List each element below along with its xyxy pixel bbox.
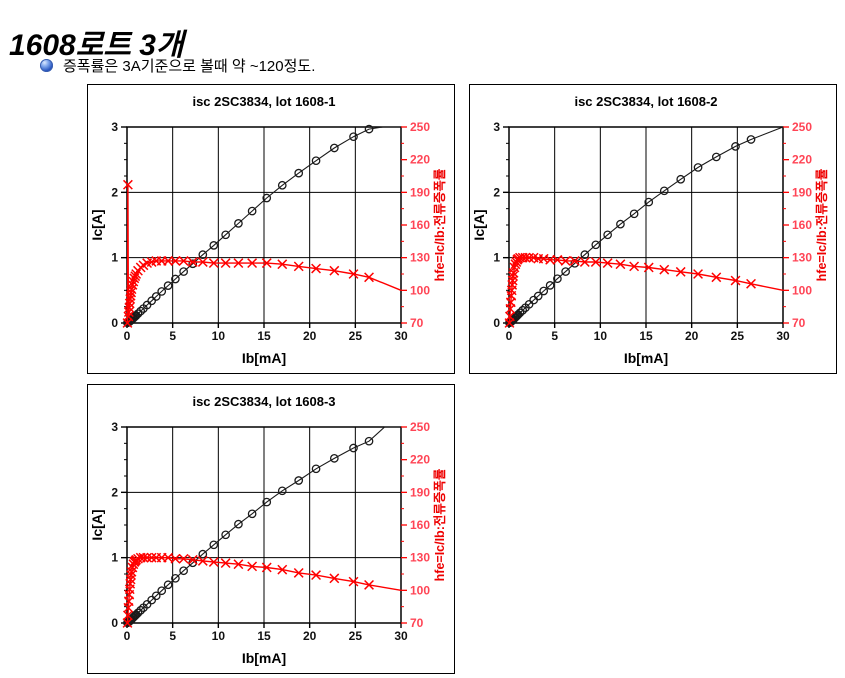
svg-text:160: 160 <box>410 218 430 232</box>
chart-panel-lot-1608-2: 0 1 2 3 0 5 10 15 20 25 30 70 100 130 160 190 220 250 isc … <box>469 84 837 374</box>
svg-text:2: 2 <box>111 185 118 199</box>
svg-text:15: 15 <box>257 329 271 343</box>
svg-text:5: 5 <box>169 629 176 643</box>
svg-text:130: 130 <box>792 251 812 265</box>
svg-text:220: 220 <box>410 153 430 167</box>
svg-text:220: 220 <box>792 153 812 167</box>
svg-text:20: 20 <box>303 629 317 643</box>
svg-text:25: 25 <box>349 629 363 643</box>
page-title: 1608로트 3개 <box>9 29 184 63</box>
svg-text:70: 70 <box>410 616 424 630</box>
svg-text:190: 190 <box>410 485 430 499</box>
svg-text:2: 2 <box>493 185 500 199</box>
svg-text:0: 0 <box>506 329 513 343</box>
svg-text:1: 1 <box>111 251 118 265</box>
svg-text:3: 3 <box>111 420 118 434</box>
svg-text:100: 100 <box>792 283 812 297</box>
svg-text:130: 130 <box>410 551 430 565</box>
svg-text:10: 10 <box>594 329 608 343</box>
chart-panel-lot-1608-3: 0 1 2 3 0 5 10 15 20 25 30 70 100 130 160 190 220 250 isc … <box>87 384 455 674</box>
svg-text:Ic[A]: Ic[A] <box>89 209 105 240</box>
svg-text:25: 25 <box>731 329 745 343</box>
bullet-text: 증폭률은 3A기준으로 볼때 약 ~120정도. <box>63 58 316 75</box>
svg-text:3: 3 <box>111 120 118 134</box>
svg-text:15: 15 <box>257 629 271 643</box>
svg-text:100: 100 <box>410 283 430 297</box>
svg-text:5: 5 <box>169 329 176 343</box>
svg-text:190: 190 <box>410 185 430 199</box>
svg-text:250: 250 <box>410 120 430 134</box>
svg-text:isc 2SC3834, lot 1608-2: isc 2SC3834, lot 1608-2 <box>574 94 717 109</box>
svg-text:hfe=Ic/Ib:전류증폭률: hfe=Ic/Ib:전류증폭률 <box>432 468 447 581</box>
svg-text:2: 2 <box>111 485 118 499</box>
sphere-bullet-icon <box>40 59 53 72</box>
svg-text:30: 30 <box>776 329 790 343</box>
svg-text:0: 0 <box>111 316 118 330</box>
bullet-row: 증폭률은 3A기준으로 볼때 약 ~120정도. <box>40 55 315 76</box>
svg-text:0: 0 <box>124 629 131 643</box>
svg-text:isc 2SC3834, lot 1608-3: isc 2SC3834, lot 1608-3 <box>192 394 335 409</box>
svg-text:15: 15 <box>639 329 653 343</box>
svg-text:70: 70 <box>792 316 806 330</box>
svg-text:0: 0 <box>111 616 118 630</box>
svg-text:250: 250 <box>410 420 430 434</box>
svg-text:isc 2SC3834, lot 1608-1: isc 2SC3834, lot 1608-1 <box>192 94 335 109</box>
svg-text:70: 70 <box>410 316 424 330</box>
chart-panel-lot-1608-1: 0 1 2 3 0 5 10 15 20 25 30 70 100 130 160 190 220 250 isc … <box>87 84 455 374</box>
svg-text:3: 3 <box>493 120 500 134</box>
svg-text:Ic[A]: Ic[A] <box>471 209 487 240</box>
svg-text:20: 20 <box>303 329 317 343</box>
svg-text:0: 0 <box>124 329 131 343</box>
svg-text:160: 160 <box>792 218 812 232</box>
svg-text:30: 30 <box>394 329 408 343</box>
svg-text:10: 10 <box>212 629 226 643</box>
svg-text:130: 130 <box>410 251 430 265</box>
svg-text:250: 250 <box>792 120 812 134</box>
svg-text:10: 10 <box>212 329 226 343</box>
svg-text:20: 20 <box>685 329 699 343</box>
svg-text:220: 220 <box>410 453 430 467</box>
svg-text:1: 1 <box>493 251 500 265</box>
svg-text:160: 160 <box>410 518 430 532</box>
svg-text:Ib[mA]: Ib[mA] <box>242 650 286 666</box>
svg-text:1: 1 <box>111 551 118 565</box>
svg-text:Ib[mA]: Ib[mA] <box>624 350 668 366</box>
svg-text:190: 190 <box>792 185 812 199</box>
svg-text:100: 100 <box>410 583 430 597</box>
svg-text:Ic[A]: Ic[A] <box>89 509 105 540</box>
svg-text:Ib[mA]: Ib[mA] <box>242 350 286 366</box>
svg-text:hfe=Ic/Ib:전류증폭률: hfe=Ic/Ib:전류증폭률 <box>432 168 447 281</box>
svg-text:25: 25 <box>349 329 363 343</box>
svg-text:30: 30 <box>394 629 408 643</box>
svg-text:5: 5 <box>551 329 558 343</box>
svg-text:hfe=Ic/Ib:전류증폭률: hfe=Ic/Ib:전류증폭률 <box>814 168 829 281</box>
svg-text:0: 0 <box>493 316 500 330</box>
